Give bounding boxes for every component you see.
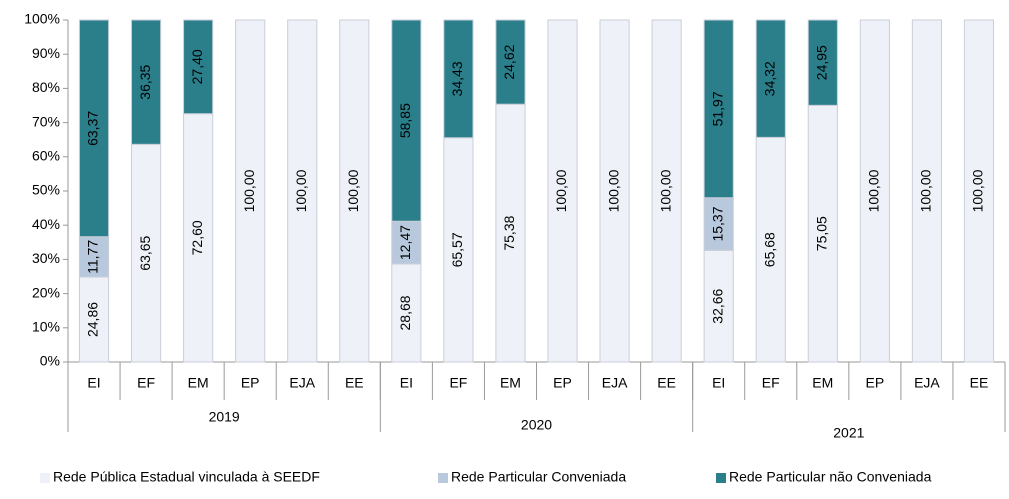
bar-segment — [495, 103, 526, 363]
x-tick-label: EP — [241, 375, 260, 391]
data-label: 34,32 — [761, 61, 777, 96]
data-label: 12,47 — [397, 225, 413, 260]
data-label: 100,00 — [345, 169, 361, 212]
data-label: 28,68 — [397, 295, 413, 330]
y-tick-label: 100% — [24, 11, 60, 27]
y-tick-label: 80% — [32, 79, 60, 95]
data-label: 100,00 — [605, 169, 621, 212]
data-label: 100,00 — [293, 169, 309, 212]
data-label: 24,95 — [814, 45, 830, 80]
bar-segment — [651, 19, 682, 363]
data-label: 34,43 — [449, 61, 465, 96]
y-tick-label: 90% — [32, 45, 60, 61]
legend-swatch — [40, 473, 50, 483]
group-label: 2020 — [521, 417, 552, 433]
bar-segment — [183, 113, 214, 363]
data-label: 36,35 — [137, 64, 153, 99]
y-tick-label: 40% — [32, 216, 60, 232]
x-tick-label: EM — [812, 375, 833, 391]
bar-segment — [443, 137, 474, 363]
x-tick-label: EF — [449, 375, 467, 391]
data-label: 32,66 — [709, 288, 725, 323]
bar-segment — [131, 143, 162, 363]
data-label: 27,40 — [189, 49, 205, 84]
x-tick-label: EM — [188, 375, 209, 391]
data-label: 100,00 — [918, 169, 934, 212]
bar-segment — [547, 19, 578, 363]
bar-segment — [391, 263, 422, 363]
bar-segment — [703, 249, 734, 363]
bar-segment — [599, 19, 630, 363]
data-label: 63,37 — [85, 111, 101, 146]
x-tick-label: EF — [762, 375, 780, 391]
x-tick-label: EP — [866, 375, 885, 391]
x-tick-label: EI — [87, 375, 100, 391]
x-tick-label: EJA — [602, 375, 628, 391]
x-tick-label: EJA — [289, 375, 315, 391]
bar-segment — [78, 19, 110, 238]
x-tick-label: EM — [500, 375, 521, 391]
y-tick-label: 50% — [32, 182, 60, 198]
bar-segment — [131, 19, 162, 145]
x-tick-label: EF — [137, 375, 155, 391]
data-label: 15,37 — [709, 206, 725, 241]
bar-segment — [859, 19, 890, 363]
bar-segment — [391, 220, 422, 265]
data-label: 51,97 — [709, 91, 725, 126]
data-label: 11,77 — [85, 240, 101, 274]
x-tick-label: EI — [712, 375, 725, 391]
x-tick-label: EI — [400, 375, 413, 391]
data-label: 24,62 — [501, 44, 517, 79]
bar-segment — [391, 19, 422, 222]
y-tick-label: 30% — [32, 250, 60, 266]
group-label: 2019 — [209, 409, 240, 425]
x-tick-label: EE — [345, 375, 364, 391]
bar-segment — [703, 19, 734, 199]
data-label: 100,00 — [970, 169, 986, 212]
data-label: 100,00 — [553, 169, 569, 212]
data-label: 24,86 — [85, 302, 101, 337]
data-label: 72,60 — [189, 220, 205, 255]
data-label: 65,57 — [449, 232, 465, 267]
legend-label: Rede Particular Conveniada — [451, 469, 626, 485]
y-tick-label: 60% — [32, 148, 60, 164]
legend-label: Rede Pública Estadual vinculada à SEEDF — [53, 469, 320, 485]
bar-segment — [78, 236, 110, 278]
legend-label: Rede Particular não Conveniada — [729, 469, 932, 485]
y-tick-label: 20% — [32, 284, 60, 300]
group-label: 2021 — [833, 425, 864, 441]
legend-swatch — [716, 473, 726, 483]
bar-segment — [703, 197, 734, 251]
bar-segment — [807, 19, 838, 106]
data-label: 75,05 — [814, 216, 830, 251]
bar-segment — [755, 19, 786, 138]
bar-segment — [911, 19, 942, 363]
bar-segment — [183, 19, 214, 115]
data-label: 65,68 — [761, 232, 777, 267]
y-tick-label: 10% — [32, 319, 60, 335]
y-tick-label: 70% — [32, 113, 60, 129]
data-label: 75,38 — [501, 215, 517, 250]
bar-segment — [443, 19, 474, 139]
bar-segment — [495, 19, 526, 105]
bar-segment — [235, 19, 266, 363]
legend-swatch — [438, 473, 448, 483]
x-tick-label: EE — [657, 375, 676, 391]
data-label: 100,00 — [866, 169, 882, 212]
y-tick-label: 0% — [40, 353, 60, 369]
x-tick-label: EP — [553, 375, 572, 391]
data-label: 58,85 — [397, 103, 413, 138]
data-label: 100,00 — [657, 169, 673, 212]
x-tick-label: EE — [970, 375, 989, 391]
bar-segment — [963, 19, 995, 363]
bar-segment — [339, 19, 370, 363]
data-label: 100,00 — [241, 169, 257, 212]
x-tick-label: EJA — [914, 375, 940, 391]
bar-segment — [287, 19, 318, 363]
data-label: 63,65 — [137, 235, 153, 270]
